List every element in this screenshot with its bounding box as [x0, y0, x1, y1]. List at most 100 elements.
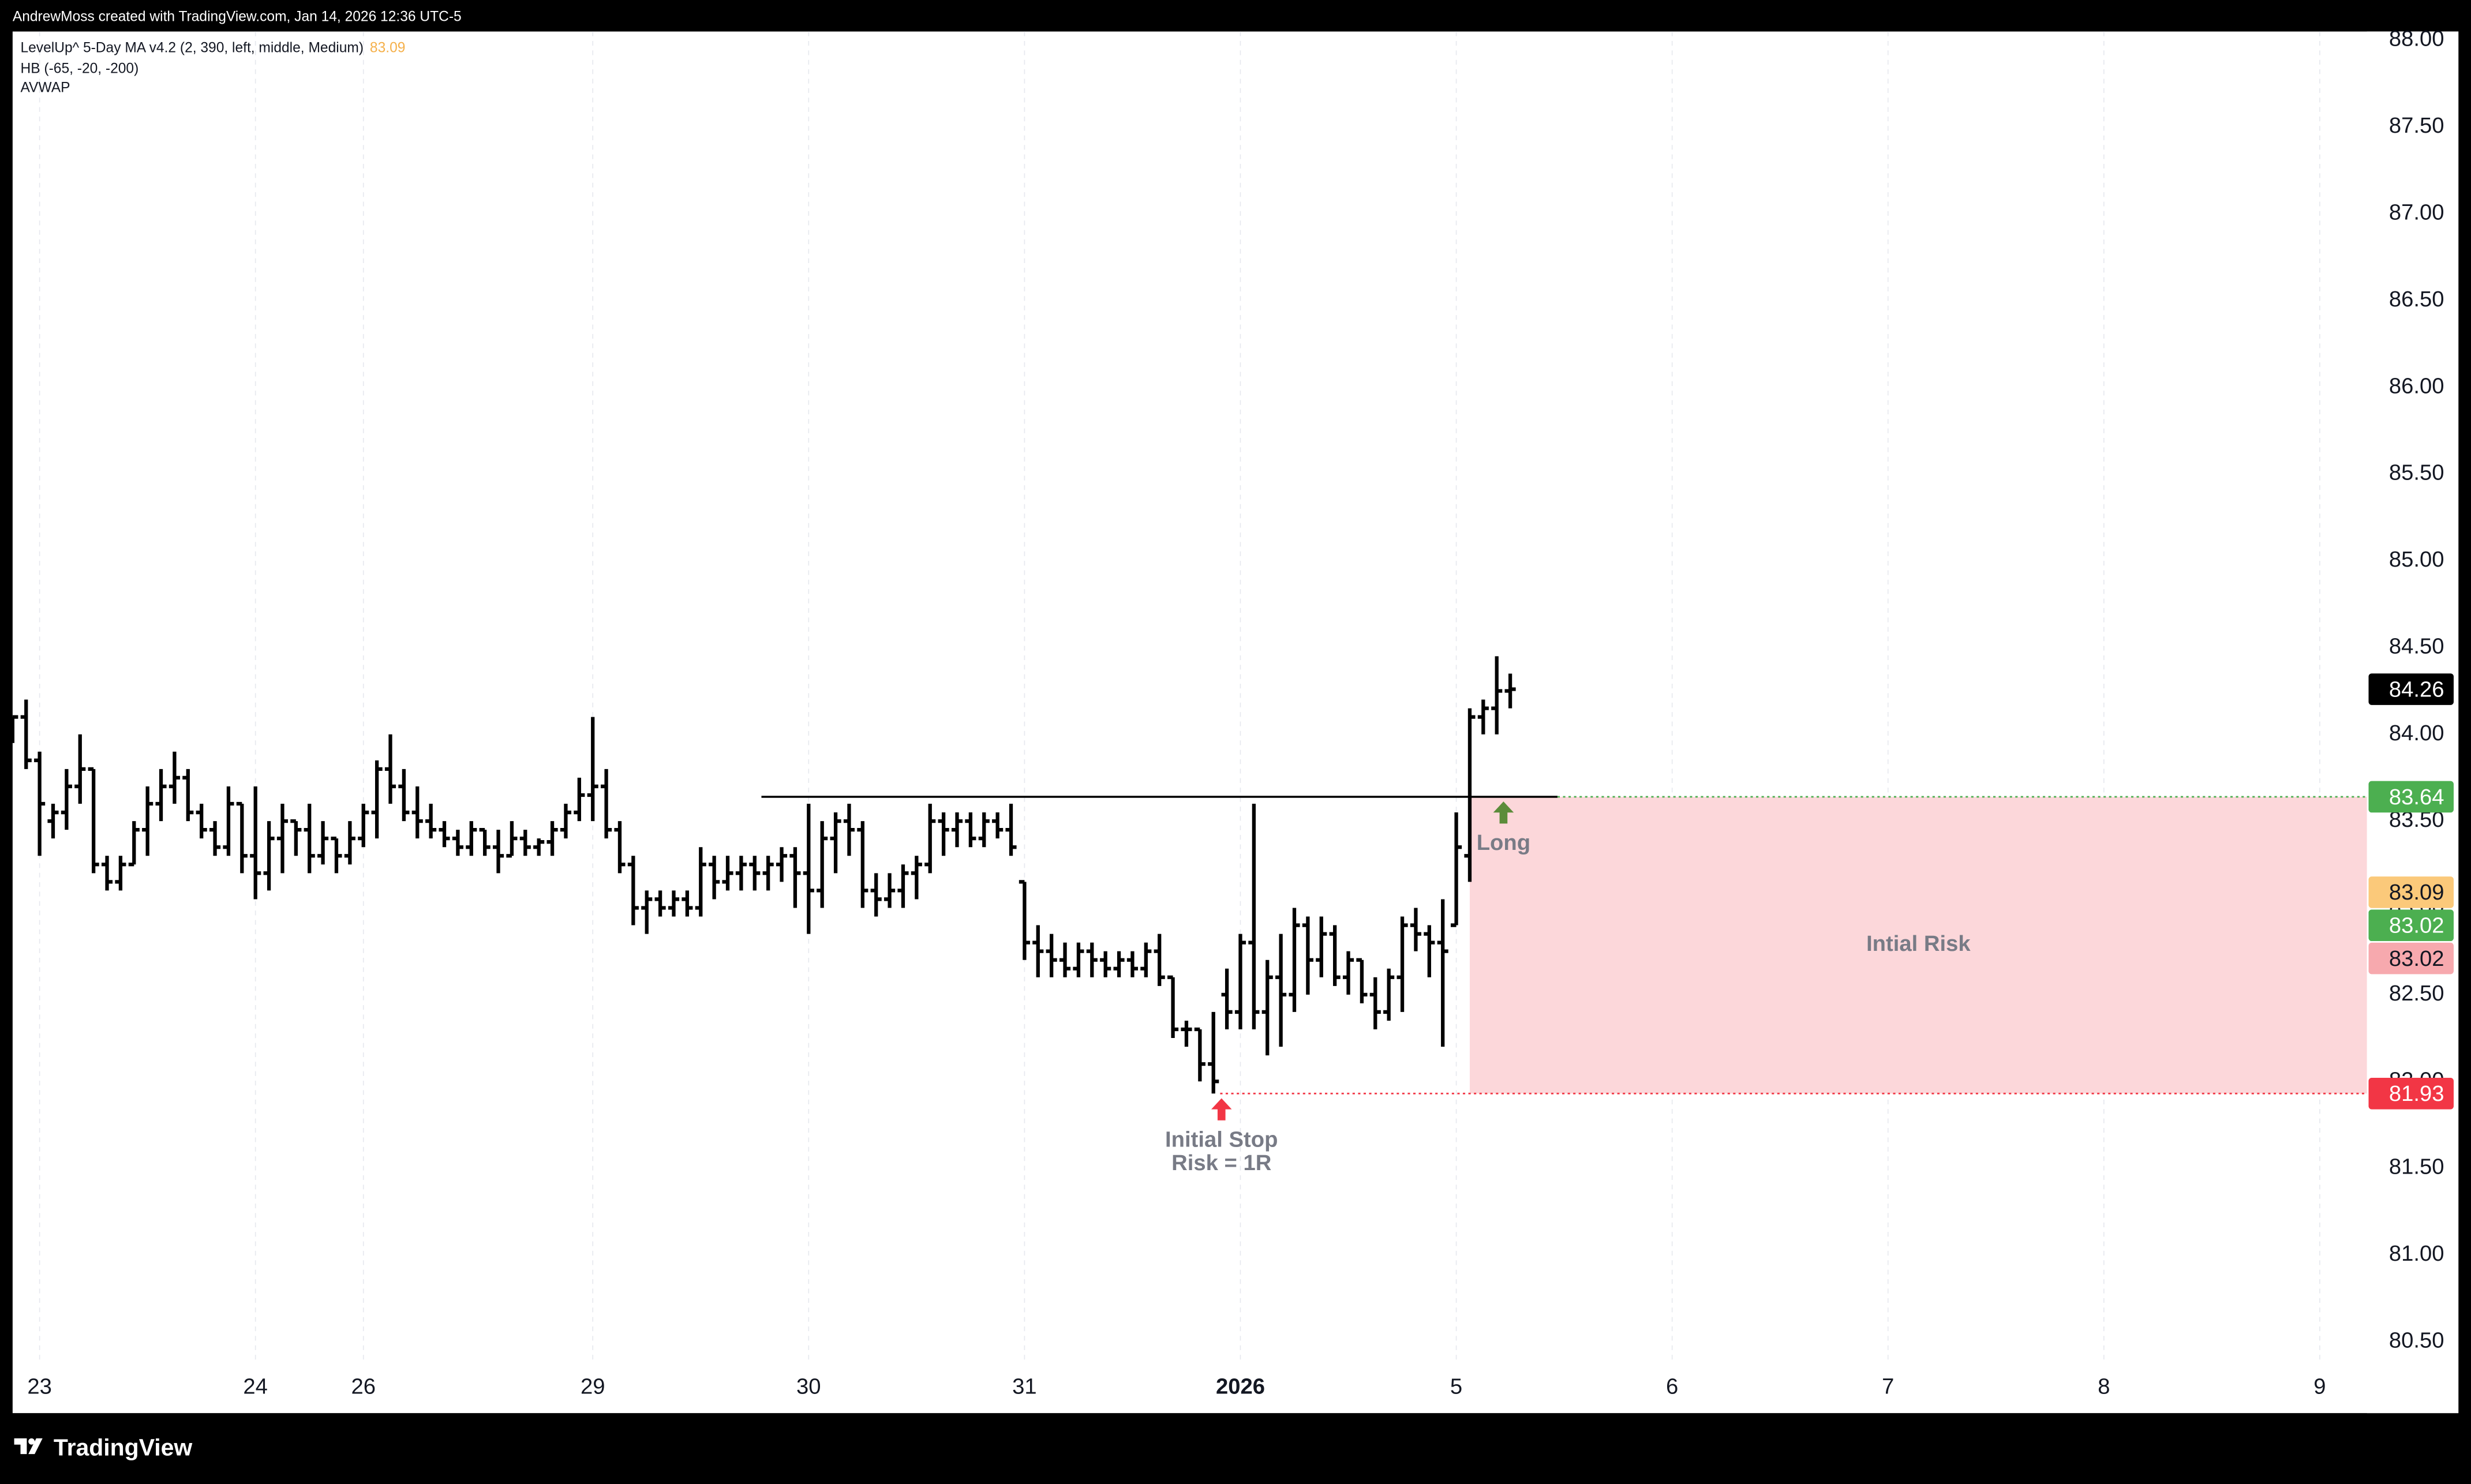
ohlc-bar — [1005, 804, 1017, 856]
ohlc-bar — [682, 890, 693, 917]
ohlc-bar — [897, 864, 909, 908]
ohlc-bar — [951, 812, 963, 848]
ohlc-bar — [250, 786, 261, 900]
ohlc-bar — [695, 847, 706, 917]
ohlc-bar — [1208, 1011, 1219, 1094]
ohlc-bar — [384, 734, 396, 804]
ohlc-bar — [142, 786, 153, 856]
ohlc-bar — [1342, 951, 1354, 995]
ohlc-bar — [196, 804, 207, 839]
ohlc-bar — [1437, 899, 1448, 1047]
ohlc-bar — [830, 812, 841, 874]
y-tick-label: 81.00 — [2389, 1241, 2444, 1266]
ohlc-bar — [223, 786, 234, 856]
ohlc-bar — [709, 856, 720, 900]
ohlc-bar — [88, 767, 99, 874]
x-tick-label: 5 — [1450, 1374, 1462, 1399]
ohlc-bar — [1302, 916, 1313, 995]
ohlc-bar — [884, 873, 896, 908]
legend-entry: HB (-65, -20, -200) — [21, 61, 139, 77]
ohlc-bar — [128, 821, 140, 867]
ohlc-bar — [317, 821, 329, 865]
ohlc-bar — [749, 856, 761, 891]
ohlc-bar — [1126, 951, 1138, 977]
ohlc-bar — [182, 769, 194, 822]
x-tick-label: 9 — [2313, 1374, 2326, 1399]
price-tag-label: 83.02 — [2389, 913, 2444, 938]
ohlc-bar — [344, 821, 355, 865]
ohlc-bar — [47, 804, 59, 839]
price-tag — [2368, 876, 2454, 908]
legend-entry: LevelUp^ 5-Day MA v4.2 (2, 390, left, mi… — [21, 40, 406, 56]
ohlc-bar — [1504, 673, 1516, 709]
ohlc-bar — [331, 837, 342, 874]
price-tag-label: 84.26 — [2389, 677, 2444, 702]
ohlc-bar — [1451, 812, 1462, 927]
ohlc-bar — [1261, 960, 1273, 1056]
ohlc-bar — [627, 856, 639, 925]
ohlc-bar — [20, 699, 32, 769]
ohlc-bar — [1154, 934, 1165, 986]
ohlc-bar — [1073, 942, 1084, 977]
ohlc-bar — [371, 760, 383, 839]
ohlc-bar — [263, 821, 275, 891]
ohlc-bar — [978, 812, 990, 848]
price-axis — [2367, 31, 2459, 1414]
ohlc-bar — [34, 751, 46, 856]
risk-label: Intial Risk — [1866, 931, 1971, 956]
ohlc-bar — [1234, 934, 1246, 1030]
ohlc-bar — [641, 890, 653, 934]
ohlc-bar — [1167, 975, 1179, 1039]
ohlc-bar — [1329, 925, 1341, 986]
legend-entry: AVWAP — [21, 80, 70, 95]
y-tick-label: 82.50 — [2389, 981, 2444, 1006]
ohlc-bar — [236, 801, 248, 874]
ohlc-bar — [1316, 916, 1327, 977]
y-tick-label: 84.00 — [2389, 721, 2444, 745]
annotation: Risk = 1R — [1171, 1151, 1271, 1175]
ohlc-bar — [1491, 656, 1503, 734]
y-tick-label: 86.50 — [2389, 287, 2444, 312]
ohlc-bar — [817, 821, 828, 908]
ohlc-bar — [560, 804, 572, 839]
ohlc-bar — [992, 812, 1004, 839]
ohlc-bar — [439, 821, 450, 848]
ohlc-bar — [574, 777, 585, 822]
y-tick-label: 86.00 — [2389, 373, 2444, 398]
x-tick-label: 2026 — [1216, 1374, 1265, 1399]
ohlc-bar — [1181, 1020, 1192, 1047]
ohlc-bar — [209, 821, 221, 856]
y-tick-label: 85.50 — [2389, 460, 2444, 485]
ohlc-bar — [1424, 925, 1435, 977]
ohlc-bar — [1397, 916, 1408, 1012]
annotation: Initial Stop — [1165, 1127, 1278, 1152]
price-tag — [2368, 673, 2454, 705]
x-tick-label: 24 — [243, 1374, 268, 1399]
x-tick-label: 7 — [1882, 1374, 1894, 1399]
ohlc-bar — [1019, 880, 1030, 960]
ohlc-bar — [722, 856, 733, 891]
annotation: Long — [1477, 830, 1530, 855]
price-tag — [2368, 781, 2454, 813]
arrow — [1493, 801, 1514, 824]
ohlc-bar — [1059, 942, 1071, 977]
ohlc-bar — [803, 804, 814, 934]
price-tag — [2368, 1077, 2454, 1110]
y-tick-label: 81.50 — [2389, 1155, 2444, 1179]
ohlc-bar — [1194, 1027, 1205, 1082]
ohlc-bar — [668, 890, 680, 917]
legend-value: 83.09 — [370, 40, 405, 56]
ohlc-bar — [61, 769, 72, 830]
ohlc-bar — [276, 804, 289, 874]
ohlc-bar — [1356, 958, 1368, 1003]
ohlc-bar — [857, 821, 868, 908]
price-tag — [2368, 909, 2454, 942]
price-tag-label: 81.93 — [2389, 1081, 2444, 1106]
ohlc-bar — [425, 804, 437, 839]
ohlc-bar — [1248, 804, 1260, 1030]
y-tick-label: 80.50 — [2389, 1328, 2444, 1352]
logo-icon — [14, 1438, 43, 1455]
ohlc-bar — [614, 821, 626, 874]
